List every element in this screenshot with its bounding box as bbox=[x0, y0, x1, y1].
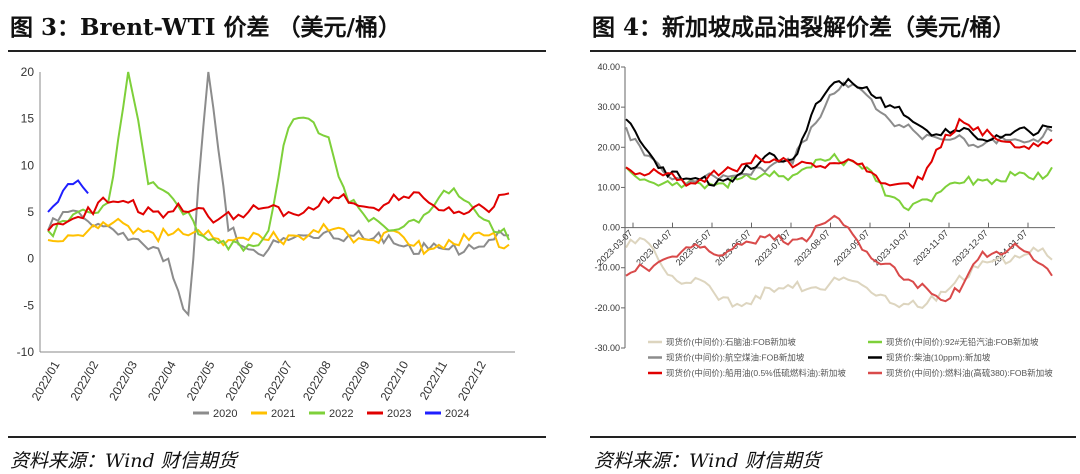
series-line-2 bbox=[625, 81, 1053, 186]
x-tick-label: 2022/01 bbox=[29, 358, 63, 403]
x-tick-label: 2023-05-07 bbox=[674, 228, 714, 268]
series-line-0 bbox=[625, 236, 1053, 309]
series-line-2024 bbox=[47, 179, 89, 213]
x-tick-label: 2022/02 bbox=[68, 358, 102, 403]
y-tick-label: 30.00 bbox=[597, 102, 620, 112]
y-tick-label: -5 bbox=[23, 298, 34, 312]
right-source: 资料来源：Wind 财信期货 bbox=[594, 450, 821, 472]
y-tick-label: 15 bbox=[21, 112, 35, 126]
legend-label: 现货价(中间价):石脑油:FOB新加坡 bbox=[666, 337, 796, 347]
series-line-5 bbox=[625, 214, 1053, 303]
legend-label: 现货价(中间价):航空煤油:FOB新加坡 bbox=[666, 353, 805, 363]
legend-label: 现货价:柴油(10ppm):新加坡 bbox=[886, 353, 991, 363]
x-tick-label: 2022/09 bbox=[339, 358, 373, 403]
divider bbox=[8, 436, 546, 438]
legend-label: 现货价(中间价):船用油(0.5%低硫燃料油):新加坡 bbox=[666, 368, 846, 378]
right-chart-title: 图 4：新加坡成品油裂解价差（美元/桶） bbox=[592, 14, 1016, 41]
series-line-2021 bbox=[47, 217, 510, 256]
y-tick-label: 40.00 bbox=[597, 62, 620, 72]
x-tick-label: 2022/07 bbox=[261, 358, 295, 403]
y-tick-label: 10 bbox=[21, 158, 35, 172]
x-tick-label: 2023-11-07 bbox=[911, 228, 950, 267]
series-line-2022 bbox=[47, 71, 510, 253]
y-tick-label: 0.00 bbox=[602, 223, 620, 233]
x-tick-label: 2023-07-07 bbox=[753, 228, 793, 268]
series-line-3 bbox=[625, 77, 1053, 187]
legend-label: 2022 bbox=[329, 408, 353, 420]
x-tick-label: 2023-04-07 bbox=[634, 228, 674, 268]
y-tick-label: 0 bbox=[27, 252, 34, 266]
x-tick-label: 2022/11 bbox=[417, 358, 451, 402]
divider bbox=[8, 50, 546, 52]
x-tick-label: 2022/03 bbox=[106, 358, 140, 403]
y-tick-label: 10.00 bbox=[597, 182, 620, 192]
left-chart-title: 图 3：Brent-WTI 价差 （美元/桶） bbox=[10, 14, 401, 41]
x-tick-label: 2022/08 bbox=[300, 358, 334, 403]
y-tick-label: -10 bbox=[17, 345, 35, 359]
y-tick-label: 20.00 bbox=[597, 142, 620, 152]
x-tick-label: 2022/10 bbox=[378, 358, 412, 403]
divider bbox=[590, 436, 1076, 438]
legend-label: 2024 bbox=[445, 408, 469, 420]
y-tick-label: -10.00 bbox=[594, 263, 620, 273]
legend-label: 2021 bbox=[271, 408, 295, 420]
legend-label: 现货价(中间价):92#无铅汽油:FOB新加坡 bbox=[886, 337, 1039, 347]
y-tick-label: -20.00 bbox=[594, 303, 620, 313]
y-tick-label: 20 bbox=[21, 65, 35, 79]
x-tick-label: 2022/05 bbox=[184, 358, 218, 403]
y-tick-label: -30.00 bbox=[594, 343, 620, 353]
y-tick-label: 5 bbox=[27, 205, 34, 219]
legend-label: 2023 bbox=[387, 408, 411, 420]
x-tick-label: 2023-03-07 bbox=[595, 228, 635, 268]
left-source: 资料来源：Wind 财信期货 bbox=[10, 450, 237, 472]
x-tick-label: 2022/12 bbox=[455, 358, 489, 403]
legend-label: 现货价(中间价):燃料油(高硫380):FOB新加坡 bbox=[886, 368, 1053, 378]
x-tick-label: 2022/04 bbox=[145, 358, 179, 403]
x-tick-label: 2022/06 bbox=[223, 358, 257, 403]
divider bbox=[590, 50, 1076, 52]
series-line-4 bbox=[625, 117, 1053, 190]
series-line-2023 bbox=[47, 191, 510, 232]
legend-label: 2020 bbox=[213, 408, 237, 420]
series-line-2020 bbox=[47, 71, 510, 318]
